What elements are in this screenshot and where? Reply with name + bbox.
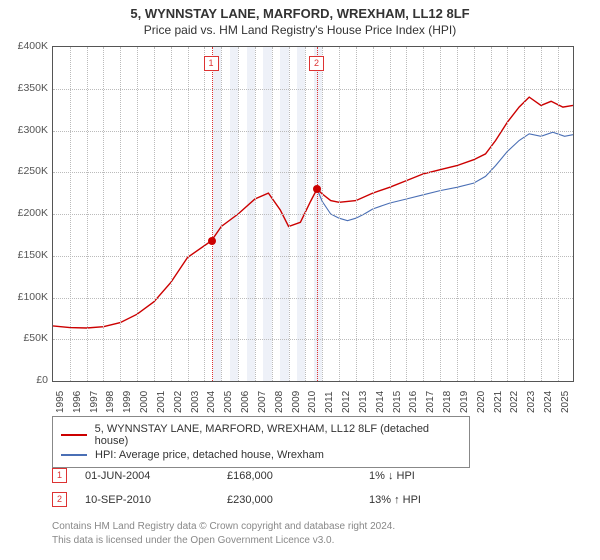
sale-row-2: 2 10-SEP-2010 £230,000 13% ↑ HPI — [52, 492, 572, 507]
x-tick-label: 2016 — [408, 391, 419, 413]
figure-root: 5, WYNNSTAY LANE, MARFORD, WREXHAM, LL12… — [0, 0, 600, 560]
x-tick-label: 2005 — [223, 391, 234, 413]
legend: 5, WYNNSTAY LANE, MARFORD, WREXHAM, LL12… — [52, 416, 470, 468]
x-tick-label: 2025 — [560, 391, 571, 413]
x-tick-label: 2017 — [425, 391, 436, 413]
event-marker: 1 — [204, 56, 219, 71]
x-tick-label: 1995 — [55, 391, 66, 413]
sale-marker-1: 1 — [52, 468, 67, 483]
x-tick-label: 1999 — [122, 391, 133, 413]
y-tick-label: £150K — [4, 249, 48, 261]
y-tick-label: £100K — [4, 291, 48, 303]
footer-line2: This data is licensed under the Open Gov… — [52, 534, 395, 548]
x-tick-label: 2018 — [442, 391, 453, 413]
y-tick-label: £350K — [4, 82, 48, 94]
legend-label-red: 5, WYNNSTAY LANE, MARFORD, WREXHAM, LL12… — [95, 423, 461, 447]
y-tick-label: £300K — [4, 124, 48, 136]
legend-swatch-blue — [61, 454, 87, 456]
legend-row: 5, WYNNSTAY LANE, MARFORD, WREXHAM, LL12… — [61, 423, 461, 447]
y-tick-label: £250K — [4, 165, 48, 177]
event-marker: 2 — [309, 56, 324, 71]
x-tick-label: 2009 — [291, 391, 302, 413]
legend-swatch-red — [61, 434, 87, 436]
x-tick-label: 2007 — [257, 391, 268, 413]
x-tick-label: 2019 — [459, 391, 470, 413]
title-line2: Price paid vs. HM Land Registry's House … — [0, 21, 600, 37]
x-tick-label: 2014 — [375, 391, 386, 413]
x-tick-label: 2006 — [240, 391, 251, 413]
sale-price: £168,000 — [227, 470, 369, 482]
x-tick-label: 2021 — [493, 391, 504, 413]
y-tick-label: £400K — [4, 40, 48, 52]
x-tick-label: 2011 — [324, 391, 335, 413]
x-tick-label: 1998 — [105, 391, 116, 413]
x-tick-label: 2008 — [274, 391, 285, 413]
x-tick-label: 2024 — [543, 391, 554, 413]
sale-delta: 13% ↑ HPI — [369, 494, 511, 506]
footer: Contains HM Land Registry data © Crown c… — [52, 520, 395, 547]
sale-row-1: 1 01-JUN-2004 £168,000 1% ↓ HPI — [52, 468, 572, 483]
legend-row: HPI: Average price, detached house, Wrex… — [61, 449, 461, 461]
title-line1: 5, WYNNSTAY LANE, MARFORD, WREXHAM, LL12… — [0, 0, 600, 21]
legend-label-blue: HPI: Average price, detached house, Wrex… — [95, 449, 324, 461]
x-tick-label: 1996 — [72, 391, 83, 413]
sale-date: 10-SEP-2010 — [85, 494, 227, 506]
x-tick-label: 2020 — [476, 391, 487, 413]
x-tick-label: 2023 — [526, 391, 537, 413]
sale-price: £230,000 — [227, 494, 369, 506]
x-tick-label: 2000 — [139, 391, 150, 413]
y-tick-label: £0 — [4, 374, 48, 386]
x-tick-label: 2022 — [509, 391, 520, 413]
x-tick-label: 2013 — [358, 391, 369, 413]
y-tick-label: £50K — [4, 332, 48, 344]
sale-marker-2: 2 — [52, 492, 67, 507]
x-tick-label: 2002 — [173, 391, 184, 413]
x-tick-label: 2001 — [156, 391, 167, 413]
x-tick-label: 2004 — [206, 391, 217, 413]
x-tick-label: 1997 — [89, 391, 100, 413]
y-tick-label: £200K — [4, 207, 48, 219]
x-tick-label: 2010 — [307, 391, 318, 413]
price-chart — [52, 46, 574, 382]
footer-line1: Contains HM Land Registry data © Crown c… — [52, 520, 395, 534]
sale-date: 01-JUN-2004 — [85, 470, 227, 482]
sale-delta: 1% ↓ HPI — [369, 470, 511, 482]
x-tick-label: 2015 — [392, 391, 403, 413]
x-tick-label: 2003 — [190, 391, 201, 413]
x-tick-label: 2012 — [341, 391, 352, 413]
